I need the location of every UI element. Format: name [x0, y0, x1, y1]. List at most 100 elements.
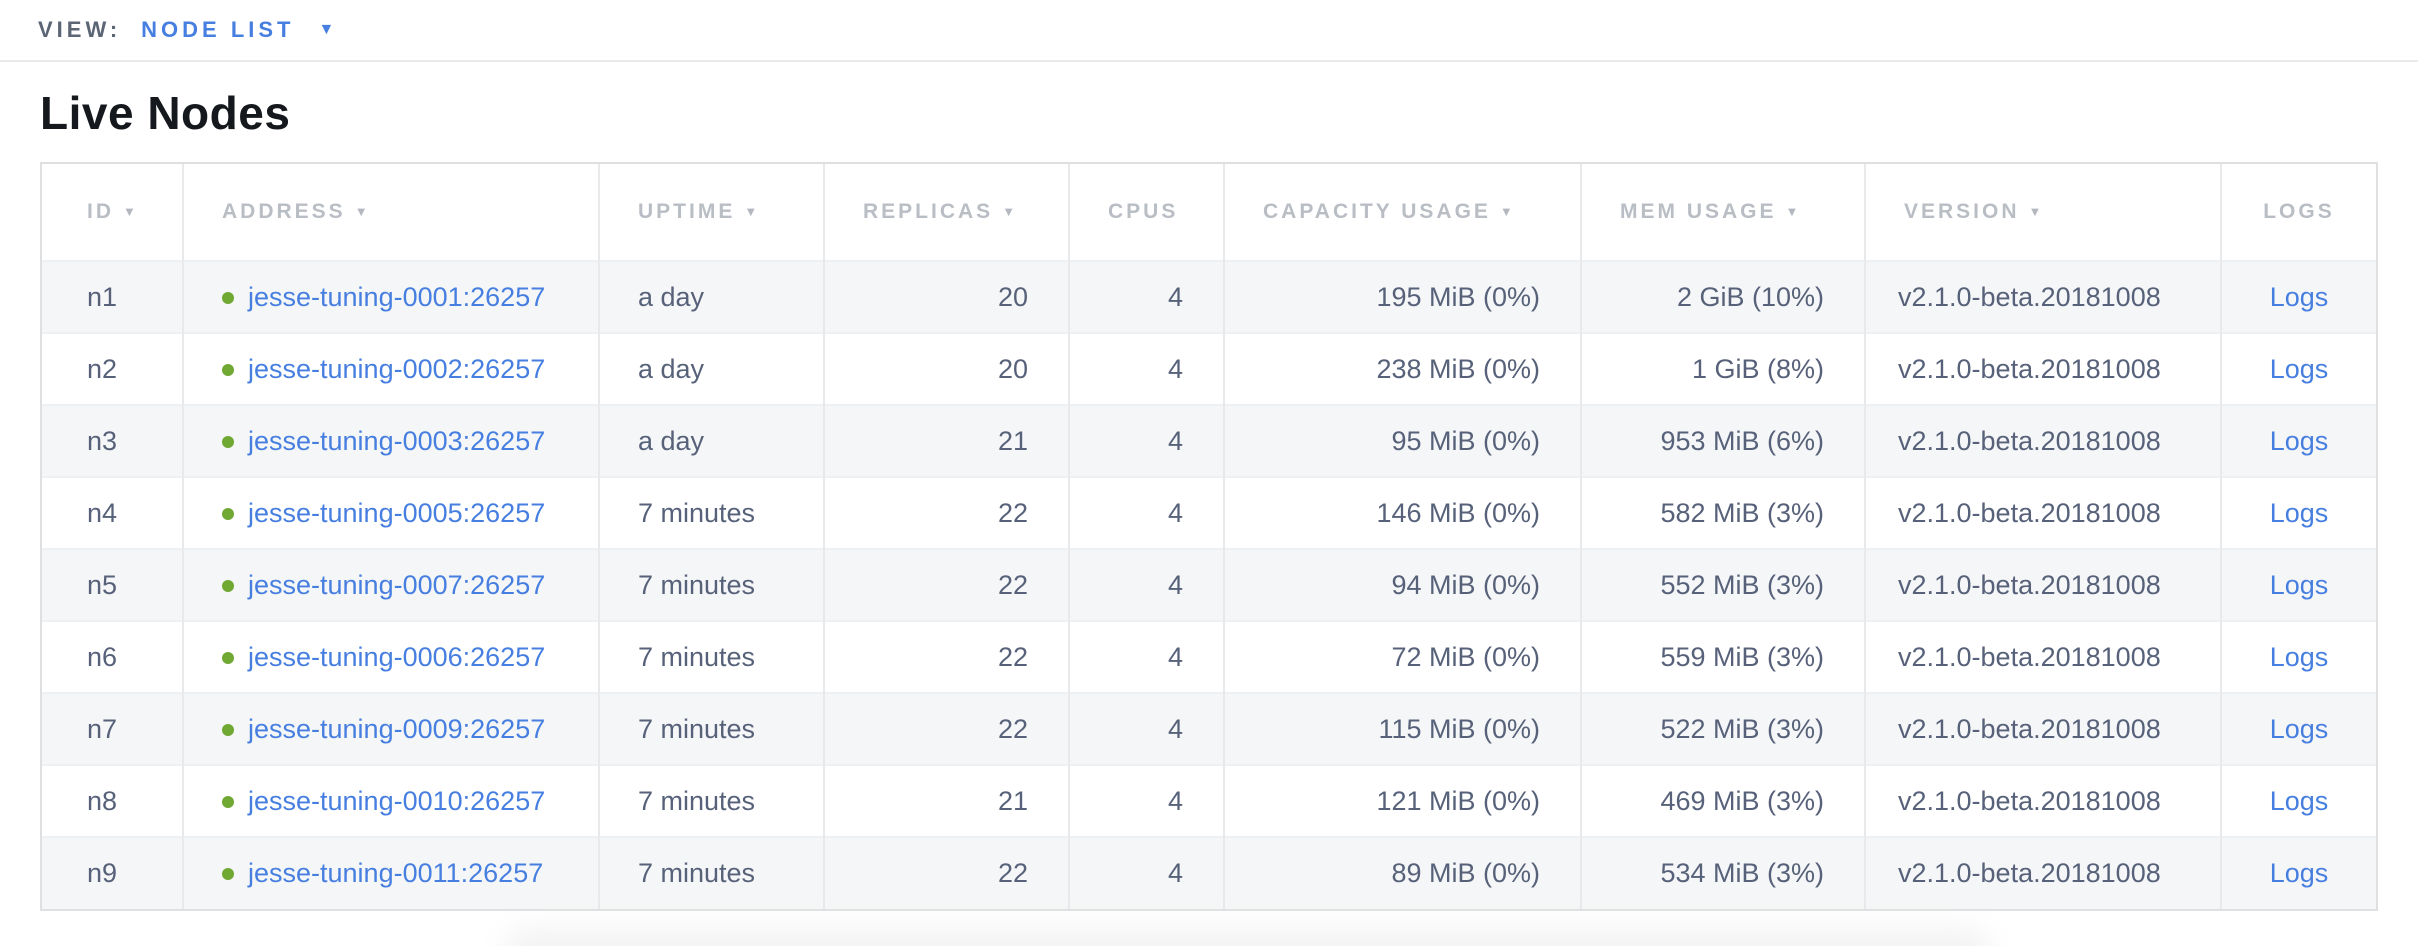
node-live-status-icon — [222, 363, 234, 376]
node-uptime-cell: a day — [599, 260, 825, 333]
column-header-mem-usage[interactable]: MEM USAGE ▼ — [1581, 164, 1866, 261]
node-logs-cell: Logs — [2221, 692, 2376, 765]
column-header-version[interactable]: VERSION ▼ — [1865, 164, 2222, 261]
node-address-link[interactable]: jesse-tuning-0006:26257 — [248, 641, 546, 672]
node-mem-cell: 559 MiB (3%) — [1581, 620, 1866, 693]
view-label: VIEW: — [38, 17, 122, 42]
node-version-cell: v2.1.0-beta.20181008 — [1865, 332, 2222, 405]
column-header-capacity-usage[interactable]: CAPACITY USAGE ▼ — [1224, 164, 1582, 261]
node-capacity-cell: 94 MiB (0%) — [1224, 548, 1582, 621]
logs-link[interactable]: Logs — [2269, 641, 2329, 672]
node-live-status-icon — [222, 579, 234, 592]
node-mem-cell: 469 MiB (3%) — [1581, 764, 1866, 837]
node-address-link[interactable]: jesse-tuning-0005:26257 — [248, 497, 546, 528]
logs-link[interactable]: Logs — [2269, 785, 2329, 816]
column-header-replicas[interactable]: REPLICAS ▼ — [824, 164, 1070, 261]
sort-desc-icon: ▼ — [2028, 204, 2045, 219]
node-mem-cell: 1 GiB (8%) — [1581, 332, 1866, 405]
logs-link[interactable]: Logs — [2269, 497, 2329, 528]
logs-link[interactable]: Logs — [2269, 281, 2329, 312]
node-capacity-cell: 72 MiB (0%) — [1224, 620, 1582, 693]
node-capacity-cell: 121 MiB (0%) — [1224, 764, 1582, 837]
sort-desc-icon: ▼ — [123, 204, 139, 219]
node-uptime-cell: 7 minutes — [599, 692, 825, 765]
table-row: n3 jesse-tuning-0003:26257 a day 21 4 95… — [42, 404, 2376, 477]
node-address-cell: jesse-tuning-0007:26257 — [183, 548, 600, 621]
sort-desc-icon: ▼ — [1002, 204, 1019, 219]
node-mem-cell: 582 MiB (3%) — [1581, 476, 1866, 549]
node-id-cell: n5 — [42, 548, 184, 621]
node-id-cell: n6 — [42, 620, 184, 693]
node-logs-cell: Logs — [2221, 836, 2376, 909]
table-header-row: ID ▼ ADDRESS ▼ UPTIME ▼ REPLICAS ▼ CPUS CAPA… — [42, 164, 2376, 261]
node-address-link[interactable]: jesse-tuning-0010:26257 — [248, 785, 546, 816]
sort-desc-icon: ▼ — [1785, 204, 1802, 219]
view-selector-bar: VIEW: NODE LIST ▼ — [0, 0, 2418, 62]
node-mem-cell: 552 MiB (3%) — [1581, 548, 1866, 621]
logs-link[interactable]: Logs — [2269, 569, 2329, 600]
node-cpus-cell: 4 — [1069, 260, 1225, 333]
node-replicas-cell: 21 — [824, 764, 1070, 837]
node-uptime-cell: 7 minutes — [599, 476, 825, 549]
logs-link[interactable]: Logs — [2269, 713, 2329, 744]
table-row: n1 jesse-tuning-0001:26257 a day 20 4 19… — [42, 260, 2376, 333]
column-header-address[interactable]: ADDRESS ▼ — [183, 164, 600, 261]
node-id-cell: n2 — [42, 332, 184, 405]
node-uptime-cell: 7 minutes — [599, 764, 825, 837]
sort-desc-icon: ▼ — [744, 204, 761, 219]
node-address-link[interactable]: jesse-tuning-0007:26257 — [248, 569, 546, 600]
node-replicas-cell: 22 — [824, 692, 1070, 765]
column-header-uptime[interactable]: UPTIME ▼ — [599, 164, 825, 261]
node-address-link[interactable]: jesse-tuning-0011:26257 — [248, 858, 544, 888]
node-address-link[interactable]: jesse-tuning-0001:26257 — [248, 281, 546, 312]
node-logs-cell: Logs — [2221, 548, 2376, 621]
node-address-cell: jesse-tuning-0009:26257 — [183, 692, 600, 765]
node-mem-cell: 522 MiB (3%) — [1581, 692, 1866, 765]
node-address-cell: jesse-tuning-0003:26257 — [183, 404, 600, 477]
column-header-cpus: CPUS — [1069, 164, 1225, 261]
sort-desc-icon: ▼ — [1499, 204, 1516, 219]
node-replicas-cell: 22 — [824, 620, 1070, 693]
node-live-status-icon — [222, 795, 234, 808]
node-cpus-cell: 4 — [1069, 620, 1225, 693]
node-address-link[interactable]: jesse-tuning-0009:26257 — [248, 713, 546, 744]
node-cpus-cell: 4 — [1069, 404, 1225, 477]
node-logs-cell: Logs — [2221, 260, 2376, 333]
node-cpus-cell: 4 — [1069, 476, 1225, 549]
node-address-cell: jesse-tuning-0001:26257 — [183, 260, 600, 333]
node-version-cell: v2.1.0-beta.20181008 — [1865, 764, 2222, 837]
node-version-cell: v2.1.0-beta.20181008 — [1865, 260, 2222, 333]
node-cpus-cell: 4 — [1069, 332, 1225, 405]
node-logs-cell: Logs — [2221, 764, 2376, 837]
column-header-id[interactable]: ID ▼ — [42, 164, 184, 261]
node-version-cell: v2.1.0-beta.20181008 — [1865, 404, 2222, 477]
node-capacity-cell: 89 MiB (0%) — [1224, 836, 1582, 909]
node-address-cell: jesse-tuning-0010:26257 — [183, 764, 600, 837]
node-address-cell: jesse-tuning-0002:26257 — [183, 332, 600, 405]
node-address-link[interactable]: jesse-tuning-0003:26257 — [248, 425, 546, 456]
logs-link[interactable]: Logs — [2269, 858, 2329, 888]
logs-link[interactable]: Logs — [2269, 425, 2329, 456]
table-row: n5 jesse-tuning-0007:26257 7 minutes 22 … — [42, 548, 2376, 621]
node-capacity-cell: 146 MiB (0%) — [1224, 476, 1582, 549]
node-live-status-icon — [222, 291, 234, 304]
node-live-status-icon — [222, 507, 234, 520]
sort-desc-icon: ▼ — [354, 204, 371, 219]
table-row: n7 jesse-tuning-0009:26257 7 minutes 22 … — [42, 692, 2376, 765]
column-header-logs: LOGS — [2221, 164, 2376, 261]
node-address-link[interactable]: jesse-tuning-0002:26257 — [248, 353, 546, 384]
node-id-cell: n9 — [42, 836, 184, 909]
logs-link[interactable]: Logs — [2269, 353, 2329, 384]
table-row: n9 jesse-tuning-0011:26257 7 minutes 22 … — [42, 836, 2376, 909]
node-version-cell: v2.1.0-beta.20181008 — [1865, 620, 2222, 693]
node-cpus-cell: 4 — [1069, 836, 1225, 909]
node-capacity-cell: 238 MiB (0%) — [1224, 332, 1582, 405]
table-row: n6 jesse-tuning-0006:26257 7 minutes 22 … — [42, 620, 2376, 693]
node-address-cell: jesse-tuning-0011:26257 — [183, 836, 600, 909]
node-uptime-cell: a day — [599, 404, 825, 477]
node-id-cell: n7 — [42, 692, 184, 765]
node-live-status-icon — [222, 723, 234, 736]
node-cpus-cell: 4 — [1069, 764, 1225, 837]
view-dropdown[interactable]: NODE LIST ▼ — [141, 17, 334, 43]
node-address-cell: jesse-tuning-0005:26257 — [183, 476, 600, 549]
